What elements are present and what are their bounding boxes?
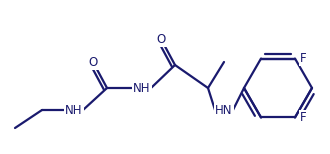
Text: O: O [88, 55, 98, 69]
Text: F: F [300, 111, 307, 124]
Text: F: F [300, 52, 307, 65]
Text: O: O [156, 32, 166, 45]
Text: NH: NH [65, 103, 83, 116]
Text: NH: NH [133, 81, 151, 95]
Text: HN: HN [215, 103, 233, 116]
